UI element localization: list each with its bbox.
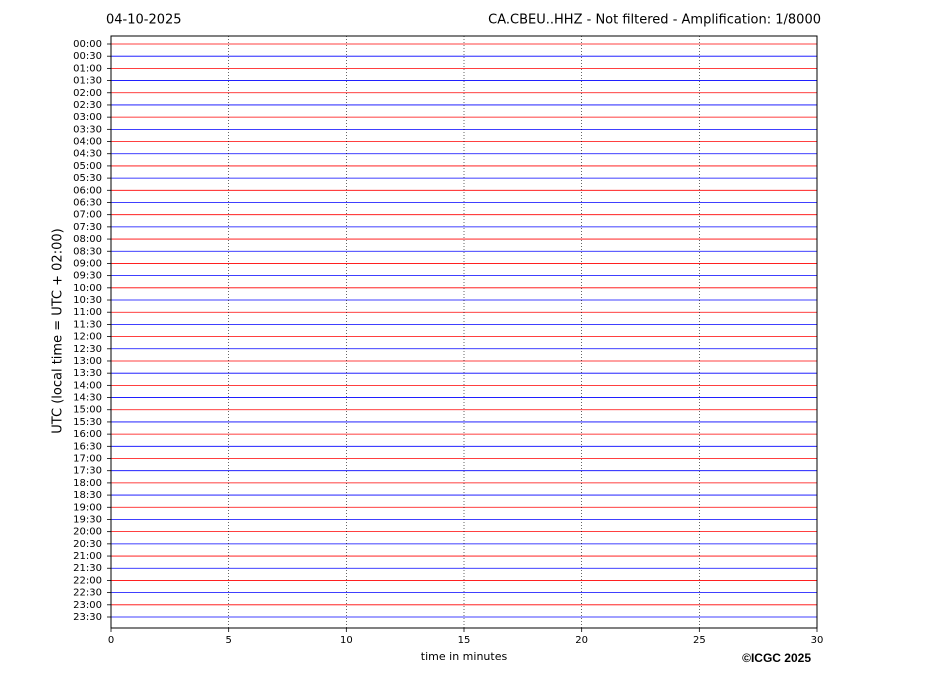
plot-frame — [110, 35, 818, 629]
y-tick-label: 20:00 — [73, 527, 102, 538]
y-tick-label: 01:00 — [73, 63, 102, 74]
y-tick-label: 20:30 — [73, 539, 102, 550]
y-tick-label: 06:30 — [73, 197, 102, 208]
y-tick-label: 11:30 — [73, 319, 102, 330]
y-tick-label: 06:00 — [73, 185, 102, 196]
y-tick-label: 09:30 — [73, 271, 102, 282]
y-tick-label: 22:00 — [73, 575, 102, 586]
y-tick-label: 09:00 — [73, 258, 102, 269]
y-tick-label: 21:00 — [73, 551, 102, 562]
y-tick-label: 08:00 — [73, 234, 102, 245]
y-tick-label: 19:30 — [73, 514, 102, 525]
y-tick-label: 14:00 — [73, 380, 102, 391]
y-tick-label: 00:00 — [73, 39, 102, 50]
y-tick-label: 03:30 — [73, 124, 102, 135]
y-tick-label: 12:30 — [73, 344, 102, 355]
y-tick-label: 04:30 — [73, 149, 102, 160]
y-tick-label: 10:30 — [73, 295, 102, 306]
y-tick-label: 08:30 — [73, 246, 102, 257]
y-tick-label: 02:00 — [73, 88, 102, 99]
y-tick-label: 18:00 — [73, 478, 102, 489]
x-tick-label: 10 — [340, 635, 353, 646]
y-tick-label: 18:30 — [73, 490, 102, 501]
y-tick-label: 07:00 — [73, 210, 102, 221]
y-tick-label: 00:30 — [73, 51, 102, 62]
x-tick-label: 30 — [811, 635, 824, 646]
y-tick-label: 16:00 — [73, 429, 102, 440]
y-tick-label: 15:00 — [73, 405, 102, 416]
y-tick-label: 13:30 — [73, 368, 102, 379]
y-tick-label: 13:00 — [73, 356, 102, 367]
y-tick-label: 23:00 — [73, 600, 102, 611]
y-axis-label: UTC (local time = UTC + 02:00) — [51, 228, 66, 433]
y-tick-label: 05:00 — [73, 161, 102, 172]
x-tick-label: 5 — [225, 635, 231, 646]
x-axis-label: time in minutes — [421, 650, 508, 663]
y-tick-label: 12:00 — [73, 332, 102, 343]
x-tick-label: 20 — [575, 635, 588, 646]
x-tick-label: 0 — [108, 635, 114, 646]
y-tick-label: 10:00 — [73, 283, 102, 294]
y-tick-label: 03:00 — [73, 112, 102, 123]
y-tick-label: 07:30 — [73, 222, 102, 233]
y-tick-label: 14:30 — [73, 393, 102, 404]
chart-title: CA.CBEU..HHZ - Not filtered - Amplificat… — [488, 13, 821, 28]
y-tick-label: 21:30 — [73, 563, 102, 574]
date: 04-10-2025 — [106, 13, 182, 28]
y-tick-label: 22:30 — [73, 588, 102, 599]
y-tick-label: 15:30 — [73, 417, 102, 428]
y-tick-label: 02:30 — [73, 100, 102, 111]
y-tick-label: 19:00 — [73, 502, 102, 513]
x-tick-label: 25 — [693, 635, 706, 646]
y-tick-label: 23:30 — [73, 612, 102, 623]
y-tick-label: 17:00 — [73, 454, 102, 465]
y-tick-label: 16:30 — [73, 441, 102, 452]
y-tick-label: 17:30 — [73, 466, 102, 477]
y-tick-label: 11:00 — [73, 307, 102, 318]
y-tick-label: 01:30 — [73, 76, 102, 87]
x-tick-label: 15 — [458, 635, 471, 646]
y-tick-label: 05:30 — [73, 173, 102, 184]
y-tick-label: 04:00 — [73, 137, 102, 148]
copyright: ©ICGC 2025 — [742, 651, 811, 665]
